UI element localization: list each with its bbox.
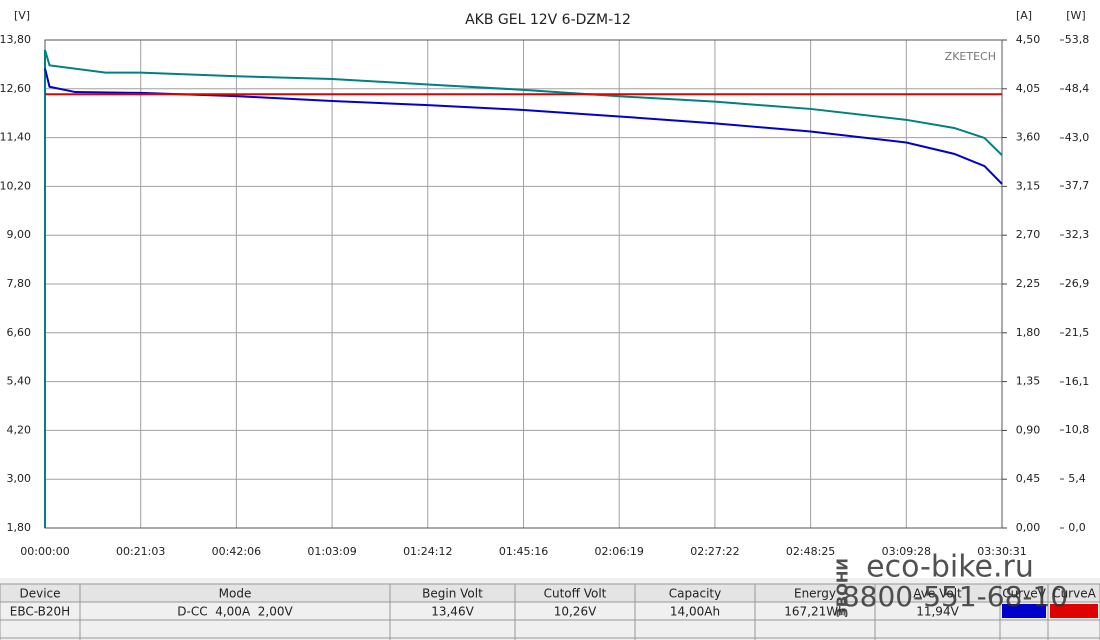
- y2-tick-label: 0,45: [1016, 472, 1041, 485]
- y3-tick-label: 21,5: [1065, 326, 1090, 339]
- table-header: Mode: [219, 587, 252, 601]
- table-cell: 167,21Wh: [784, 605, 845, 619]
- y2-tick-label: 4,05: [1016, 82, 1041, 95]
- y3-tick-label: 32,3: [1065, 228, 1090, 241]
- x-tick-label: 02:06:19: [595, 545, 644, 558]
- y2-tick-label: 3,60: [1016, 131, 1041, 144]
- y3-axis-unit: [W]: [1066, 9, 1085, 22]
- y2-tick-label: 2,70: [1016, 228, 1041, 241]
- y2-tick-label: 3,15: [1016, 179, 1041, 192]
- table-cell: 10,26V: [554, 605, 597, 619]
- y-tick-label: 12,60: [0, 82, 31, 95]
- y3-tick-label: 48,4: [1065, 82, 1090, 95]
- table-header: Capacity: [669, 587, 721, 601]
- x-tick-label: 01:03:09: [307, 545, 356, 558]
- table-header: Begin Volt: [422, 587, 483, 601]
- table-header-bg: [0, 584, 1100, 602]
- curve-swatch: [1002, 604, 1046, 618]
- y-tick-label: 4,20: [7, 423, 32, 436]
- curve-swatch: [1050, 604, 1098, 618]
- y3-tick-label: 26,9: [1065, 277, 1090, 290]
- y3-tick-label: 0,0: [1068, 521, 1086, 534]
- table-header: CurveA: [1052, 587, 1096, 601]
- x-tick-label: 00:00:00: [20, 545, 69, 558]
- y-tick-label: 10,20: [0, 179, 31, 192]
- x-tick-label: 02:27:22: [690, 545, 739, 558]
- y-tick-label: 1,80: [7, 521, 32, 534]
- series-line: [44, 68, 1003, 185]
- watermark-call: ЗВОНИ: [834, 558, 852, 618]
- y2-tick-label: 4,50: [1016, 33, 1041, 46]
- y3-tick-label: 43,0: [1065, 131, 1090, 144]
- y2-tick-label: 1,35: [1016, 375, 1041, 388]
- y-tick-label: 9,00: [7, 228, 32, 241]
- x-tick-label: 00:42:06: [212, 545, 261, 558]
- table-header: Ave Volt: [913, 587, 962, 601]
- table-cell: 11,94V: [916, 605, 959, 619]
- chart-title: AKB GEL 12V 6-DZM-12: [465, 12, 631, 28]
- y3-tick-label: 16,1: [1065, 375, 1090, 388]
- x-tick-label: 03:30:31: [977, 545, 1026, 558]
- x-tick-label: 01:45:16: [499, 545, 548, 558]
- y-tick-label: 5,40: [7, 375, 32, 388]
- y-tick-label: 3,00: [7, 472, 32, 485]
- table-header: CurveV: [1002, 587, 1046, 601]
- y2-axis-unit: [A]: [1016, 9, 1032, 22]
- series-line: [44, 49, 1003, 528]
- y-tick-label: 6,60: [7, 326, 32, 339]
- y2-tick-label: 0,90: [1016, 423, 1041, 436]
- table-header: Energy: [794, 587, 836, 601]
- y3-tick-label: 37,7: [1065, 179, 1090, 192]
- y2-tick-label: 2,25: [1016, 277, 1041, 290]
- table-cell: 14,00Ah: [670, 605, 720, 619]
- x-tick-label: 01:24:12: [403, 545, 452, 558]
- table-header: Device: [19, 587, 60, 601]
- x-tick-label: 00:21:03: [116, 545, 165, 558]
- table-cell: 13,46V: [431, 605, 474, 619]
- y2-tick-label: 1,80: [1016, 326, 1041, 339]
- y3-tick-label: 10,8: [1065, 423, 1090, 436]
- brand: ZKETECH: [945, 50, 996, 63]
- watermark-phone: 8800-551-68-10: [842, 580, 1068, 613]
- y3-tick-label: 53,8: [1065, 33, 1090, 46]
- y-tick-label: 13,80: [0, 33, 31, 46]
- y3-tick-label: 5,4: [1068, 472, 1086, 485]
- y2-tick-label: 0,00: [1016, 521, 1041, 534]
- x-tick-label: 02:48:25: [786, 545, 835, 558]
- table-header: Cutoff Volt: [544, 587, 607, 601]
- y-tick-label: 7,80: [7, 277, 32, 290]
- table-cell: D-CC 4,00A 2,00V: [177, 605, 293, 619]
- y-axis-unit: [V]: [14, 9, 30, 22]
- x-tick-label: 03:09:28: [882, 545, 931, 558]
- watermark-site: eco-bike.ru: [866, 550, 1034, 585]
- y-tick-label: 11,40: [0, 131, 31, 144]
- table-cell: EBC-B20H: [10, 605, 70, 619]
